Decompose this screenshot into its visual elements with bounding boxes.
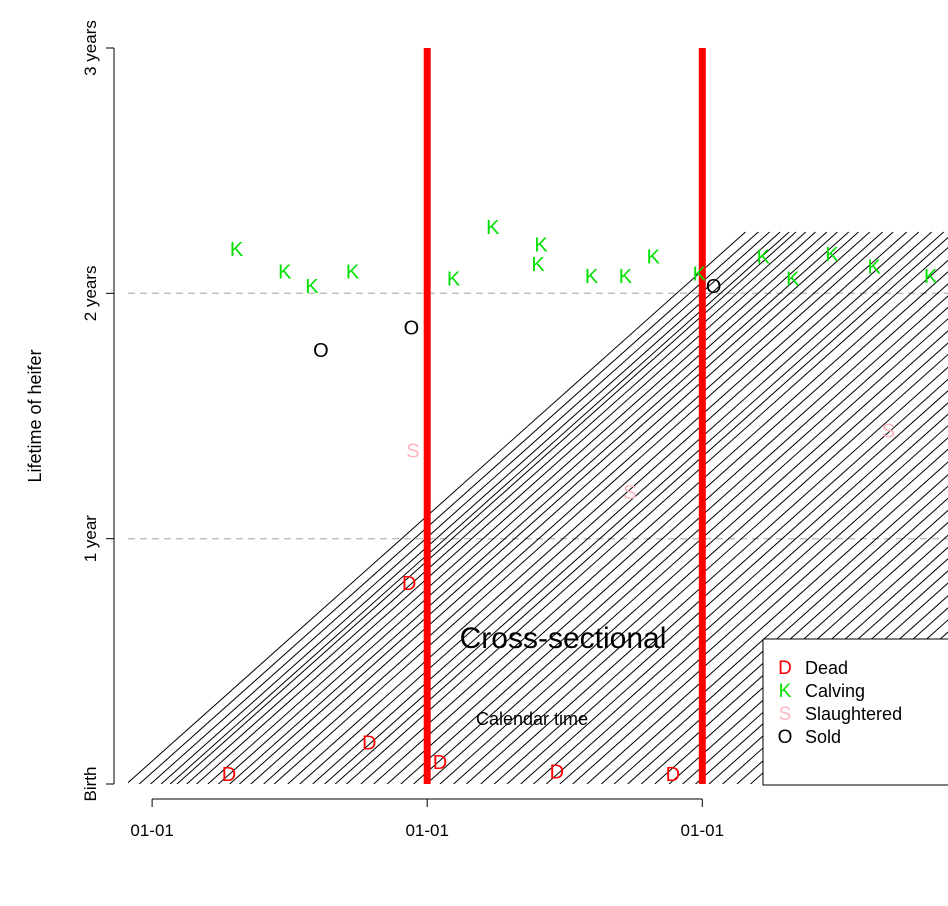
y-tick-label-0: Birth bbox=[81, 767, 100, 802]
event-dead-0: D bbox=[222, 764, 236, 786]
event-dead-3: D bbox=[433, 752, 447, 774]
legend-label-dead: Dead bbox=[805, 658, 848, 678]
event-sold-28: O bbox=[706, 276, 722, 298]
event-calving-6: K bbox=[230, 239, 244, 261]
event-calving-17: K bbox=[693, 264, 707, 286]
legend: D Dead K Calving S Slaughtered O Sold bbox=[763, 639, 948, 785]
y-tick-label-3: 3 years bbox=[81, 20, 100, 76]
event-slaughtered-24: S bbox=[623, 482, 636, 504]
legend-label-sold: Sold bbox=[805, 727, 841, 747]
event-calving-21: K bbox=[867, 256, 881, 278]
event-calving-12: K bbox=[531, 254, 545, 276]
legend-label-slaughtered: Slaughtered bbox=[805, 704, 902, 724]
x-axis-label: Calendar time bbox=[476, 709, 588, 729]
event-calving-8: K bbox=[305, 276, 319, 298]
legend-symbol-dead: D bbox=[778, 658, 792, 679]
event-calving-14: K bbox=[585, 266, 599, 288]
event-dead-4: D bbox=[550, 762, 564, 784]
event-sold-26: O bbox=[313, 340, 329, 362]
cross-sectional-annotation: Cross-sectional bbox=[460, 622, 667, 655]
x-tick-label-2: 01-01 bbox=[681, 821, 724, 840]
event-calving-19: K bbox=[786, 269, 800, 291]
x-tick-label-1: 01-01 bbox=[405, 821, 448, 840]
event-calving-16: K bbox=[647, 247, 661, 269]
y-axis-label: Lifetime of heifer bbox=[25, 349, 45, 482]
legend-symbol-calving: K bbox=[779, 681, 792, 702]
event-calving-20: K bbox=[825, 244, 839, 266]
event-calving-15: K bbox=[619, 266, 633, 288]
event-calving-7: K bbox=[278, 261, 292, 283]
event-calving-10: K bbox=[447, 269, 461, 291]
event-sold-27: O bbox=[404, 318, 420, 340]
event-slaughtered-23: S bbox=[406, 440, 419, 462]
event-calving-13: K bbox=[534, 234, 548, 256]
event-dead-5: D bbox=[666, 764, 680, 786]
y-tick-label-1: 1 year bbox=[81, 515, 100, 563]
event-calving-22: K bbox=[924, 266, 938, 288]
y-tick-label-2: 2 years bbox=[81, 265, 100, 321]
event-dead-2: D bbox=[402, 573, 416, 595]
event-calving-11: K bbox=[486, 217, 500, 239]
event-dead-1: D bbox=[362, 732, 376, 754]
event-calving-18: K bbox=[757, 247, 771, 269]
legend-label-calving: Calving bbox=[805, 681, 865, 701]
event-calving-9: K bbox=[346, 261, 360, 283]
event-slaughtered-25: S bbox=[882, 421, 895, 443]
x-tick-label-0: 01-01 bbox=[130, 821, 173, 840]
legend-symbol-slaughtered: S bbox=[779, 704, 792, 725]
legend-symbol-sold: O bbox=[778, 727, 793, 748]
